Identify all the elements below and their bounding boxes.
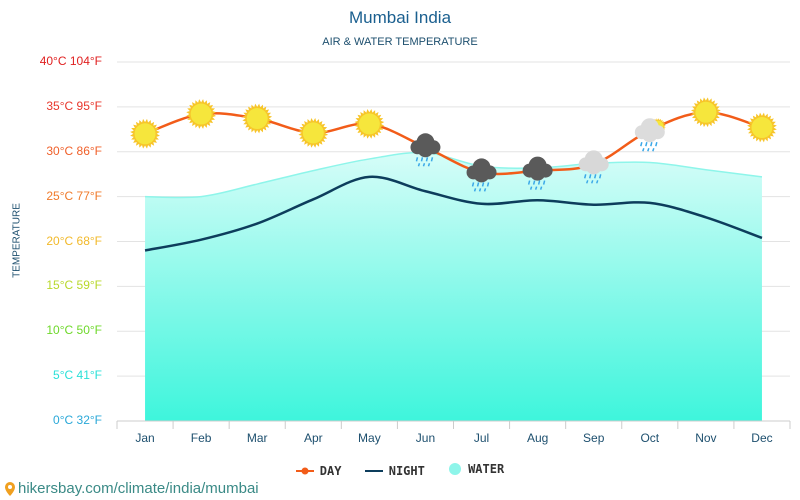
sun-icon xyxy=(242,103,273,134)
sun-disc xyxy=(246,108,268,130)
rain-drop xyxy=(590,180,594,184)
y-tick-label: 35°C 95°F xyxy=(46,98,102,113)
x-tick-label: Aug xyxy=(527,431,548,445)
y-tick-label: 25°C 77°F xyxy=(46,188,102,203)
rain-drop xyxy=(422,163,426,167)
y-tick-label: 40°C 104°F xyxy=(39,54,102,68)
rain-drop xyxy=(427,163,431,167)
rain-drop xyxy=(481,182,485,187)
sun-icon xyxy=(747,112,777,143)
chart-title: Mumbai India xyxy=(348,8,452,27)
rain-drop xyxy=(420,157,424,162)
y-tick-label: 5°C 41°F xyxy=(53,368,102,383)
partly-cloudy-rain-icon xyxy=(634,118,666,152)
rain-drop xyxy=(655,142,658,147)
rain-drop xyxy=(532,180,536,185)
rain-drop xyxy=(640,142,643,147)
sun-icon xyxy=(130,118,160,149)
rain-drop xyxy=(415,157,419,162)
sun-disc xyxy=(695,101,717,123)
cloud-puff xyxy=(585,158,602,175)
y-tick-label: 30°C 86°F xyxy=(46,143,102,158)
legend-day-label: DAY xyxy=(319,464,342,478)
rain-drop xyxy=(471,182,475,187)
location-pin-icon xyxy=(5,481,15,496)
rain-drop xyxy=(642,147,645,152)
rain-drop xyxy=(425,157,429,162)
rain-drop xyxy=(588,174,592,179)
rain-drop xyxy=(539,186,543,190)
rain-drop xyxy=(583,174,587,179)
water-line xyxy=(145,151,763,199)
rain-drop xyxy=(473,188,477,192)
source-link[interactable]: hikersbay.com/climate/india/mumbai xyxy=(4,480,259,497)
sun-icon xyxy=(298,118,329,148)
rain-drop xyxy=(645,142,648,147)
water-area xyxy=(145,152,762,421)
rain-drop xyxy=(483,188,487,192)
cloud-puff xyxy=(529,164,546,181)
x-tick-label: Dec xyxy=(751,431,772,445)
x-tick-label: Jan xyxy=(135,431,154,445)
legend-water-label: WATER xyxy=(468,462,505,476)
rain-drop xyxy=(585,180,589,184)
legend-day[interactable]: DAY xyxy=(295,464,342,478)
legend-water[interactable]: WATER xyxy=(448,462,504,476)
rain-drop xyxy=(476,182,480,187)
rain-drop xyxy=(595,180,599,184)
sun-disc xyxy=(751,117,773,139)
x-tick-label: Sep xyxy=(583,431,605,445)
cloud-puff xyxy=(417,141,434,158)
cloud-puff xyxy=(473,166,490,183)
rain-drop xyxy=(534,186,538,190)
y-tick-label: 10°C 50°F xyxy=(46,323,102,338)
sun-disc xyxy=(134,123,156,145)
sun-icon xyxy=(691,97,721,128)
chart-plot: Jan Feb Mar Apr May Jun Jul Aug Sep Oct Nov Dec xyxy=(116,61,791,445)
rain-drop xyxy=(593,174,597,179)
x-tick-label: May xyxy=(358,431,381,445)
legend-night[interactable]: NIGHT xyxy=(364,464,425,478)
x-tick-label: Nov xyxy=(695,431,716,445)
x-tick-label: Jul xyxy=(474,431,489,445)
x-tick-label: Apr xyxy=(304,431,323,445)
rain-drop xyxy=(647,147,650,152)
rain-drop xyxy=(486,182,490,187)
cloud-puff xyxy=(641,126,658,143)
rain-drop xyxy=(430,157,434,162)
chart-subtitle: AIR & WATER TEMPERATURE xyxy=(322,36,478,48)
rain-drop xyxy=(650,142,653,147)
sun-icon xyxy=(186,99,216,129)
source-url: hikersbay.com/climate/india/mumbai xyxy=(18,480,259,497)
light-rain-cloud-icon xyxy=(578,150,609,184)
x-tick-label: Oct xyxy=(640,431,659,445)
sun-disc xyxy=(302,122,324,144)
rain-cloud-icon xyxy=(410,133,441,167)
sun-icon xyxy=(354,109,385,139)
rain-drop xyxy=(478,188,482,192)
y-tick-label: 15°C 59°F xyxy=(46,278,102,293)
y-tick-label: 20°C 68°F xyxy=(46,233,102,248)
rain-cloud-icon xyxy=(466,158,497,192)
x-tick-label: Mar xyxy=(247,431,268,445)
rain-drop xyxy=(542,180,546,185)
rain-drop xyxy=(529,186,533,190)
night-line xyxy=(144,175,763,252)
rain-drop xyxy=(598,174,602,179)
rain-drop xyxy=(537,180,541,185)
y-tick-label: 0°C 32°F xyxy=(53,413,102,427)
legend: DAY NIGHT WATER xyxy=(0,462,800,479)
rain-drop xyxy=(527,180,531,185)
rain-cloud-icon xyxy=(522,156,553,190)
x-tick-label: Feb xyxy=(191,431,212,445)
rain-drop xyxy=(652,147,655,152)
legend-night-label: NIGHT xyxy=(388,464,425,478)
rain-drop xyxy=(417,163,421,167)
sun-disc xyxy=(190,103,212,125)
sun-disc xyxy=(358,113,380,135)
x-tick-label: Jun xyxy=(416,431,435,445)
